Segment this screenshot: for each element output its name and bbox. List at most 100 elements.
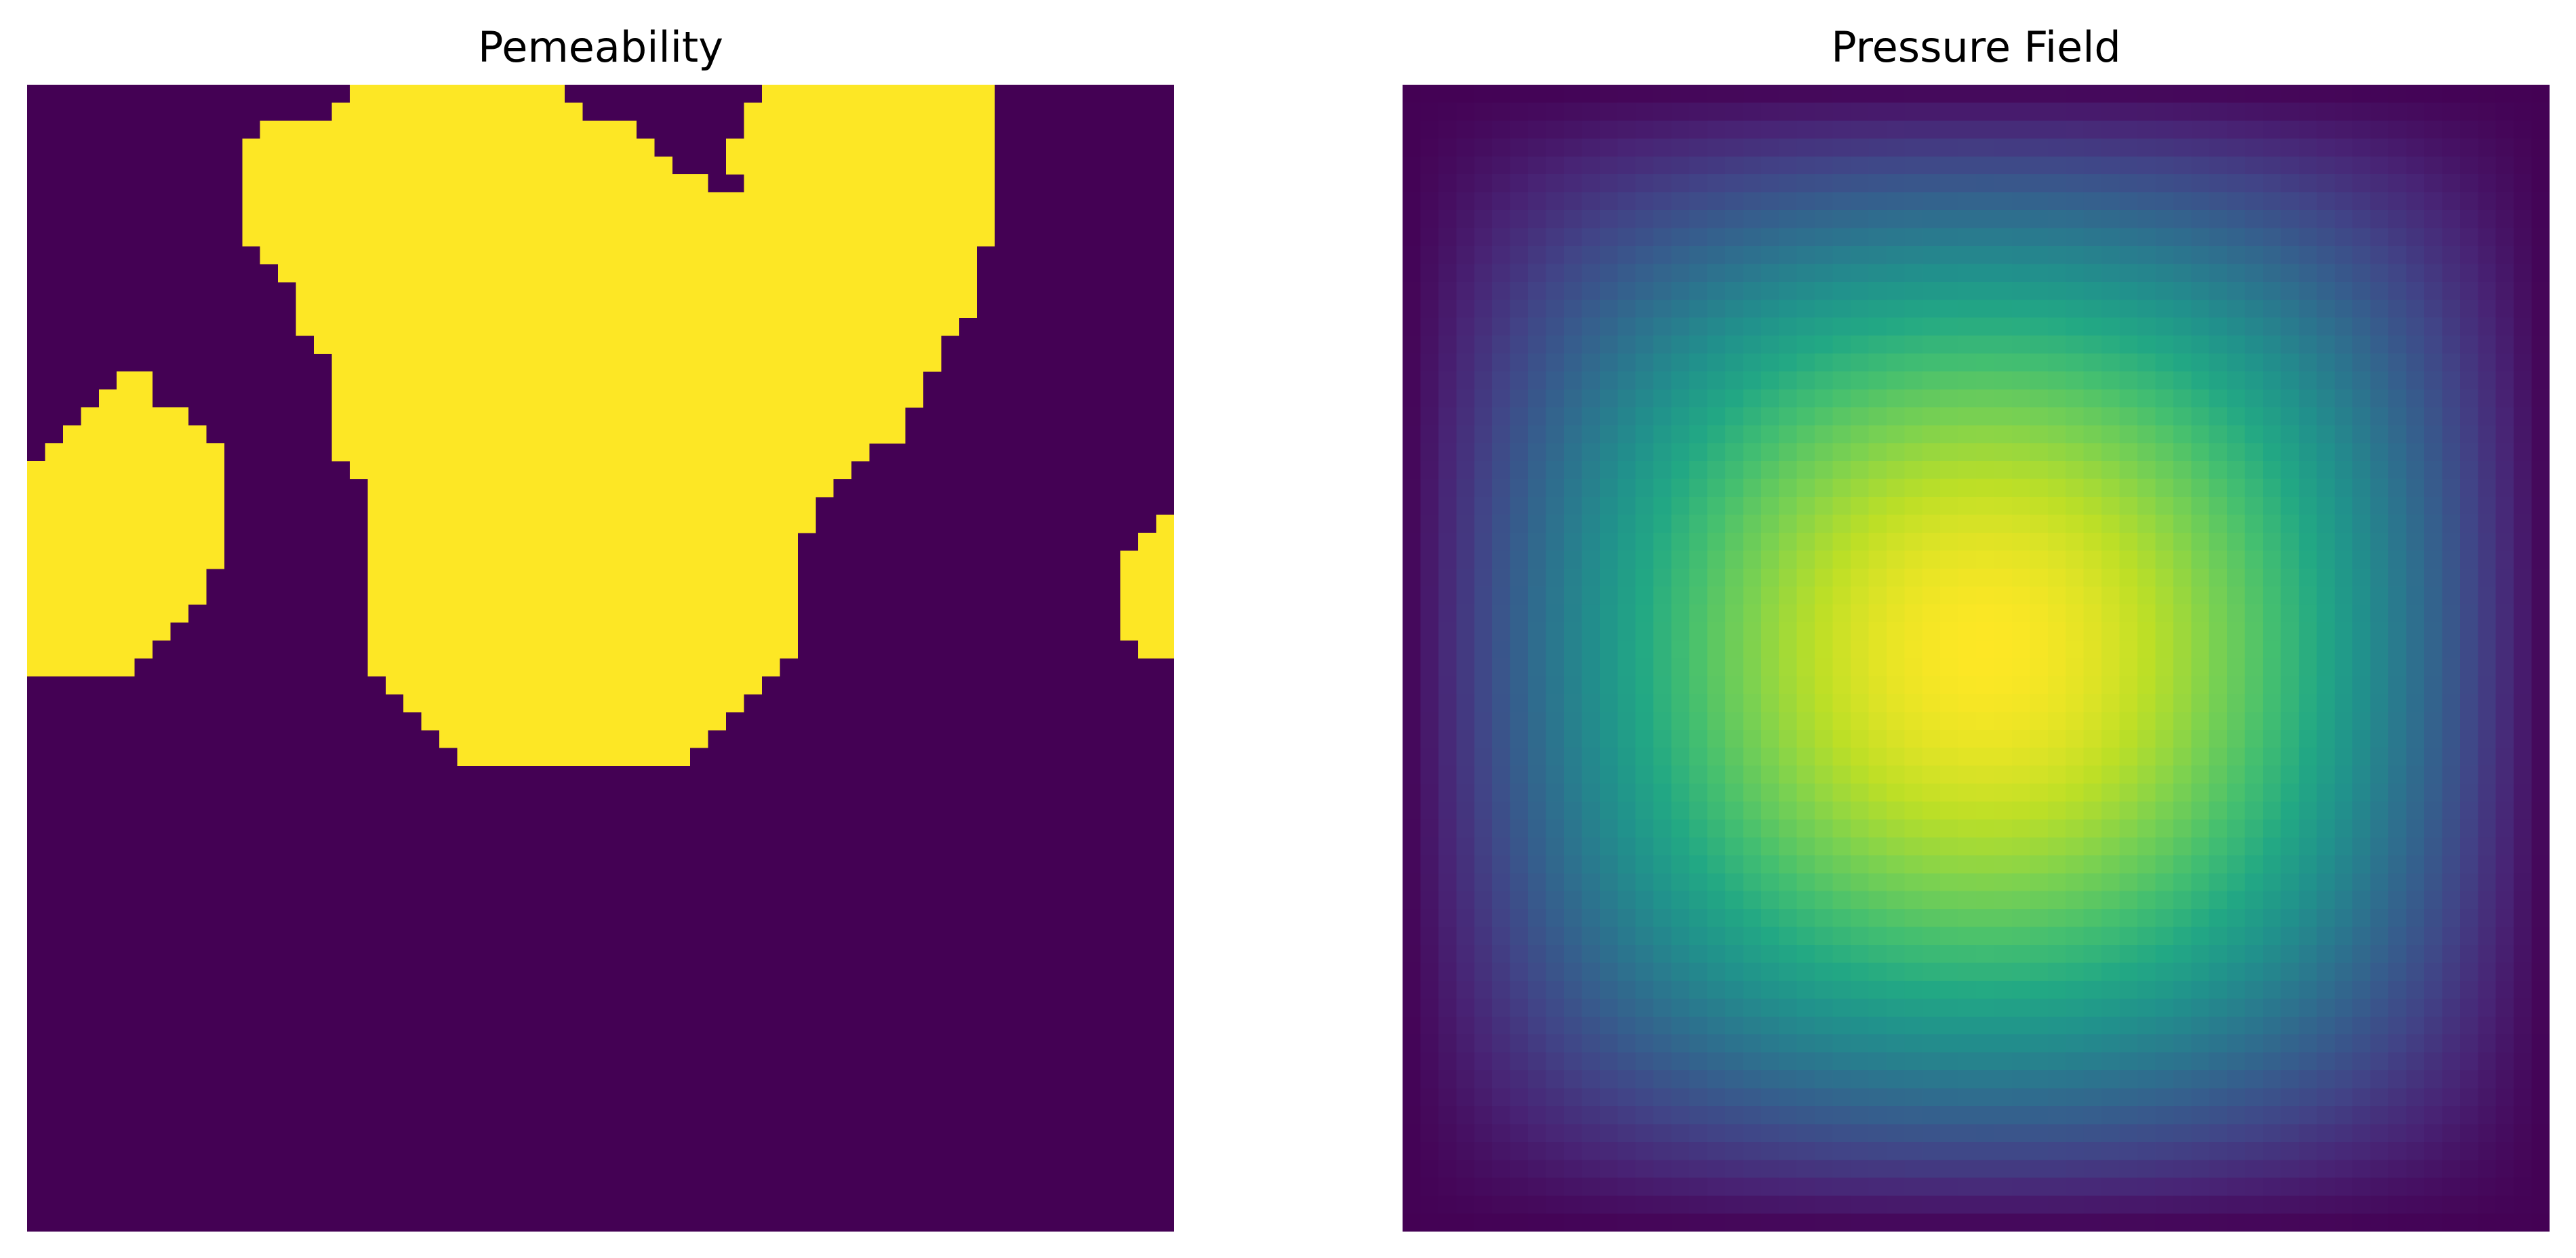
pressure-cell — [2495, 962, 2514, 981]
pressure-cell — [2263, 837, 2281, 856]
pressure-cell — [1510, 85, 1529, 103]
pressure-cell — [1958, 443, 1977, 462]
pressure-cell — [2047, 1034, 2066, 1053]
pressure-cell — [1976, 461, 1994, 480]
pressure-cell — [1653, 962, 1672, 981]
pressure-cell — [1760, 407, 1779, 426]
pressure-cell — [1725, 281, 1744, 300]
pressure-cell — [2370, 532, 2389, 551]
pressure-cell — [1635, 228, 1654, 247]
pressure-cell — [2280, 210, 2299, 229]
pressure-cell — [1868, 801, 1887, 820]
pressure-cell — [1725, 102, 1744, 121]
pressure-cell — [1671, 85, 1690, 103]
pressure-cell — [1796, 85, 1815, 103]
pressure-cell — [1635, 748, 1654, 767]
pressure-cell — [2066, 120, 2085, 139]
pressure-cell — [2066, 1070, 2085, 1089]
pressure-cell — [1779, 748, 1798, 767]
pressure-cell — [2406, 1070, 2425, 1089]
pressure-cell — [1653, 245, 1672, 264]
pressure-cell — [2047, 120, 2066, 139]
pressure-cell — [2101, 281, 2120, 300]
pressure-cell — [2388, 443, 2407, 462]
pressure-cell — [2459, 156, 2478, 175]
pressure-cell — [2495, 264, 2514, 283]
pressure-cell — [2370, 765, 2389, 784]
pressure-cell — [2442, 873, 2461, 892]
pressure-cell — [2263, 85, 2281, 103]
pressure-cell — [1743, 945, 1762, 963]
pressure-cell — [1582, 1070, 1601, 1089]
pressure-cell — [2209, 371, 2228, 390]
pressure-cell — [1760, 532, 1779, 551]
pressure-cell — [1474, 192, 1493, 211]
pressure-cell — [2191, 317, 2210, 336]
pressure-cell — [2370, 622, 2389, 641]
pressure-cell — [2227, 729, 2246, 748]
pressure-cell — [1832, 138, 1851, 157]
pressure-cell — [1563, 192, 1582, 211]
pressure-cell — [1563, 174, 1582, 193]
pressure-cell — [2352, 1016, 2371, 1035]
pressure-cell — [2191, 532, 2210, 551]
pressure-cell — [2101, 425, 2120, 444]
pressure-cell — [1922, 138, 1941, 157]
pressure-cell — [2209, 300, 2228, 319]
pressure-cell — [1671, 371, 1690, 390]
pressure-cell — [2047, 1196, 2066, 1215]
pressure-cell — [2119, 676, 2138, 695]
pressure-cell — [1850, 729, 1869, 748]
pressure-cell — [2030, 962, 2049, 981]
pressure-cell — [1563, 1124, 1582, 1143]
pressure-cell — [2423, 909, 2442, 928]
pressure-cell — [2263, 980, 2281, 999]
pressure-cell — [2030, 192, 2049, 211]
pressure-cell — [1617, 604, 1636, 623]
pressure-cell — [1438, 550, 1457, 569]
pressure-cell — [1707, 962, 1726, 981]
pressure-cell — [1868, 712, 1887, 731]
pressure-cell — [2495, 1213, 2514, 1232]
pressure-cell — [2227, 389, 2246, 408]
pressure-cell — [2459, 353, 2478, 372]
pressure-cell — [1635, 1196, 1654, 1215]
pressure-cell — [1617, 120, 1636, 139]
pressure-cell — [2280, 317, 2299, 336]
pressure-cell — [1456, 1160, 1475, 1179]
pressure-cell — [2388, 550, 2407, 569]
pressure-cell — [2478, 729, 2497, 748]
pressure-cell — [2173, 336, 2192, 354]
pressure-cell — [1510, 102, 1529, 121]
pressure-cell — [1438, 998, 1457, 1017]
pressure-cell — [1456, 927, 1475, 946]
pressure-cell — [2280, 1160, 2299, 1179]
pressure-cell — [1832, 1105, 1851, 1124]
pressure-cell — [2334, 1160, 2353, 1179]
pressure-cell — [1438, 980, 1457, 999]
pressure-cell — [1940, 801, 1959, 820]
pressure-cell — [1599, 873, 1618, 892]
pressure-cell — [1617, 210, 1636, 229]
pressure-cell — [2101, 712, 2120, 731]
pressure-cell — [1725, 676, 1744, 695]
pressure-cell — [1546, 1177, 1565, 1196]
pressure-cell — [2388, 980, 2407, 999]
pressure-cell — [1474, 1034, 1493, 1053]
pressure-cell — [2083, 1016, 2102, 1035]
pressure-cell — [2316, 658, 2335, 676]
pressure-cell — [2423, 317, 2442, 336]
pressure-cell — [1474, 748, 1493, 767]
pressure-cell — [1456, 873, 1475, 892]
pressure-cell — [2280, 873, 2299, 892]
pressure-cell — [1707, 174, 1726, 193]
pressure-cell — [2370, 371, 2389, 390]
pressure-cell — [2137, 693, 2156, 712]
pressure-cell — [2173, 693, 2192, 712]
pressure-cell — [2442, 586, 2461, 605]
pressure-cell — [2030, 300, 2049, 319]
pressure-cell — [1743, 353, 1762, 372]
pressure-cell — [1958, 1213, 1977, 1232]
pressure-cell — [1599, 138, 1618, 157]
pressure-cell — [2531, 1105, 2550, 1124]
